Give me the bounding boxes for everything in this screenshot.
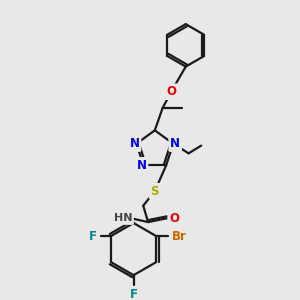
Text: N: N [170,137,180,150]
Text: N: N [130,137,140,150]
Text: N: N [136,159,146,172]
Text: Br: Br [172,230,187,243]
Text: O: O [166,85,176,98]
Text: HN: HN [114,213,132,223]
Text: F: F [89,230,97,243]
Text: O: O [169,212,179,225]
Text: F: F [130,288,138,300]
Text: S: S [151,185,159,198]
